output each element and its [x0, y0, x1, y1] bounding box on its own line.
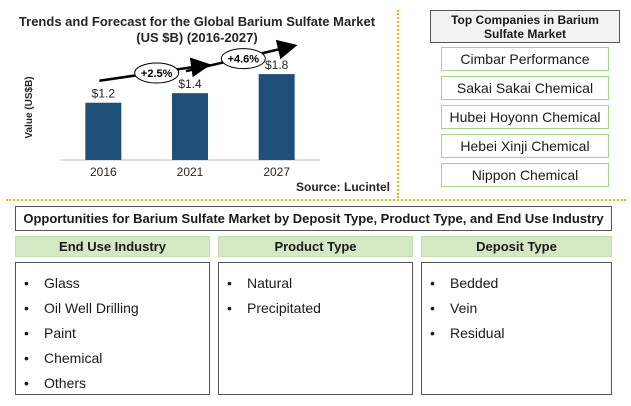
opportunities-banner: Opportunities for Barium Sulfate Market … — [15, 206, 612, 231]
list-item: • Oil Well Drilling — [16, 296, 209, 321]
list-item-label: Paint — [44, 325, 76, 341]
chart-title-line-1: Trends and Forecast for the Global Bariu… — [18, 14, 376, 29]
list-item: • Chemical — [16, 346, 209, 371]
list-item-label: Glass — [44, 275, 80, 291]
vertical-divider — [397, 10, 399, 198]
list-item: • Vein — [422, 296, 611, 321]
bullet-icon: • — [227, 275, 232, 291]
bar-chart: Value (US$B) $1.2 2016 $1.4 2021 $1.8 2027 +2.5… — [24, 39, 320, 179]
growth-oval-2 — [220, 48, 266, 70]
source-note: Source: Lucintel — [296, 180, 391, 194]
segment-header-end-use: End Use Industry — [15, 236, 210, 257]
chart-title-line-2: (US $B) (2016-2027) — [136, 30, 258, 45]
data-label-2016: $1.2 — [92, 87, 116, 101]
list-item: • Paint — [16, 321, 209, 346]
bullet-icon: • — [430, 275, 435, 291]
growth-label-1: +2.5% — [141, 68, 173, 80]
company-item: Sakai Sakai Chemical — [441, 76, 609, 100]
list-item-label: Oil Well Drilling — [44, 300, 139, 316]
bullet-icon: • — [24, 350, 29, 366]
segment-box-deposit-type: • Bedded • Vein • Residual — [421, 262, 612, 395]
list-item-label: Chemical — [44, 350, 103, 366]
list-item: • Others — [16, 371, 209, 396]
list-item: • Natural — [219, 271, 412, 296]
bar-2021 — [172, 93, 208, 160]
companies-header: Top Companies in Barium Sulfate Market — [430, 10, 620, 43]
segment-header-product-type: Product Type — [218, 236, 413, 257]
bullet-icon: • — [227, 300, 232, 316]
segment-box-product-type: • Natural • Precipitated — [218, 262, 413, 395]
list-item: • Precipitated — [219, 296, 412, 321]
company-item: Cimbar Performance — [441, 47, 609, 71]
data-label-2027: $1.8 — [265, 58, 289, 72]
list-item: • Glass — [16, 271, 209, 296]
chart-title: Trends and Forecast for the Global Bariu… — [12, 14, 382, 46]
data-label-2021: $1.4 — [178, 77, 202, 91]
growth-label-2: +4.6% — [228, 54, 260, 66]
list-item-label: Precipitated — [247, 300, 321, 316]
company-item: Nippon Chemical — [441, 163, 609, 187]
list-item-label: Others — [44, 375, 87, 391]
list-item-label: Residual — [450, 325, 505, 341]
y-axis-label: Value (US$B) — [24, 76, 35, 138]
segment-header-deposit-type: Deposit Type — [421, 236, 612, 257]
list-item: • Residual — [422, 321, 611, 346]
list-item-label: Vein — [450, 300, 478, 316]
list-item-label: Bedded — [450, 275, 499, 291]
company-item: Hebei Xinji Chemical — [441, 134, 609, 158]
list-item: • Bedded — [422, 271, 611, 296]
bar-2027 — [258, 74, 295, 160]
bullet-icon: • — [24, 275, 29, 291]
bullet-icon: • — [430, 325, 435, 341]
company-item: Hubei Hoyonn Chemical — [441, 105, 609, 129]
bar-2016 — [85, 102, 122, 160]
bullet-icon: • — [24, 325, 29, 341]
list-item-label: Natural — [247, 275, 293, 291]
bullet-icon: • — [430, 300, 435, 316]
bullet-icon: • — [24, 375, 29, 391]
growth-oval-1 — [134, 62, 180, 84]
segment-box-end-use: • Glass • Oil Well Drilling • Paint • Chemic… — [15, 262, 210, 395]
x-tick-label-2027: 2027 — [263, 165, 290, 179]
bullet-icon: • — [24, 300, 29, 316]
horizontal-divider — [6, 199, 626, 201]
x-tick-label-2021: 2021 — [177, 165, 204, 179]
x-tick-label-2016: 2016 — [90, 165, 117, 179]
